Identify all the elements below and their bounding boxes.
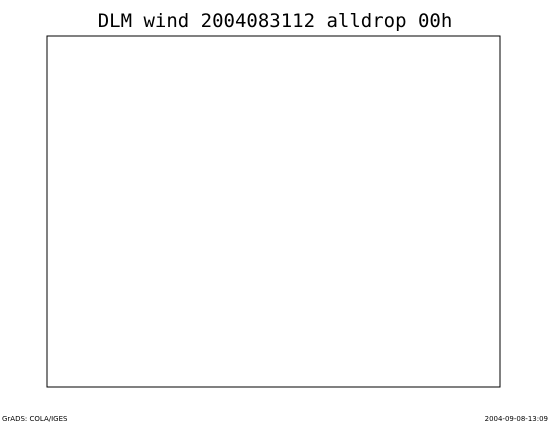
- footer-right: 2004-09-08-13:09: [485, 415, 548, 423]
- title: DLM wind 2004083112 alldrop 00h: [98, 10, 453, 32]
- footer-left: GrADS: COLA/IGES: [2, 415, 68, 423]
- map-frame: [46, 35, 501, 388]
